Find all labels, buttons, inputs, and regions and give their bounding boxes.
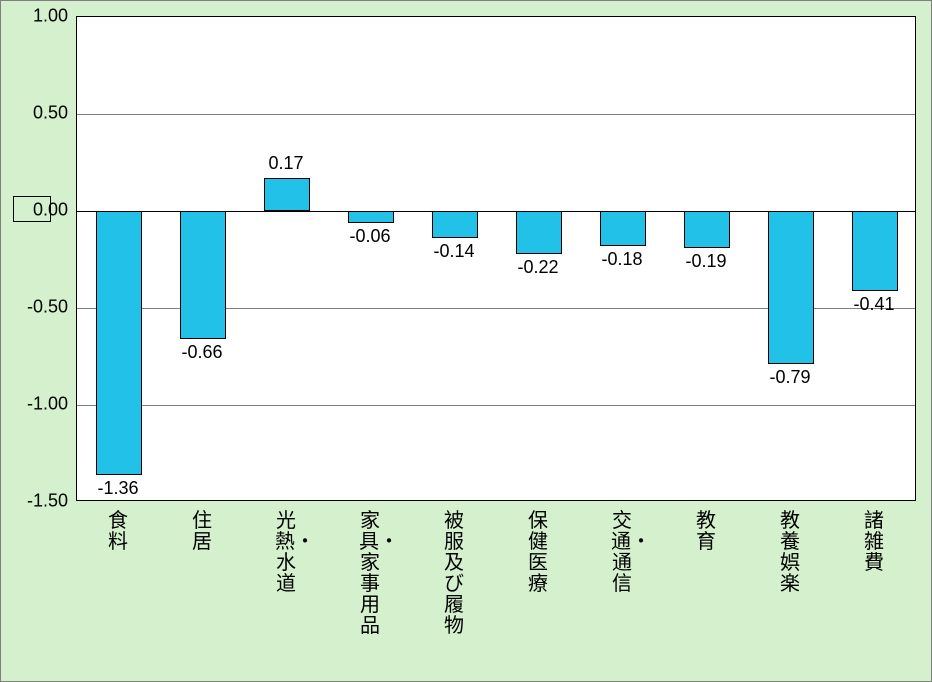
xtick-label: 諸雑費	[863, 511, 885, 574]
xtick-label: 教養娯楽	[779, 511, 801, 595]
data-label: -1.36	[97, 478, 138, 499]
chart-container: 1.00 0.50 0.00 -0.50 -1.00 -1.50 -1.36 食料 -0.66 住…	[0, 0, 932, 682]
xtick-label: 交通・通信	[611, 511, 633, 595]
bar	[768, 211, 814, 364]
bar	[852, 211, 898, 291]
data-label: -0.18	[601, 249, 642, 270]
data-label: -0.66	[181, 342, 222, 363]
xtick-label: 光熱・水道	[275, 511, 297, 595]
bar	[96, 211, 142, 475]
bar	[600, 211, 646, 246]
ytick-label: -1.00	[8, 394, 68, 415]
gridline	[77, 114, 915, 115]
data-label: -0.41	[853, 294, 894, 315]
data-label: 0.17	[268, 153, 303, 174]
xtick-label: 保健医療	[527, 511, 549, 595]
bar	[180, 211, 226, 339]
ytick-label: -0.50	[8, 297, 68, 318]
gridline	[77, 405, 915, 406]
ytick-label: 0.00	[8, 200, 68, 221]
ytick-label: 0.50	[8, 103, 68, 124]
bar	[348, 211, 394, 223]
xtick-label: 食料	[107, 511, 129, 553]
data-label: -0.06	[349, 226, 390, 247]
data-label: -0.22	[517, 257, 558, 278]
data-label: -0.79	[769, 367, 810, 388]
data-label: -0.14	[433, 241, 474, 262]
ytick-label: -1.50	[8, 491, 68, 512]
bar	[516, 211, 562, 254]
bar	[684, 211, 730, 248]
xtick-label: 家具・家事用品	[359, 511, 381, 637]
data-label: -0.19	[685, 251, 726, 272]
bar	[264, 178, 310, 211]
bar	[432, 211, 478, 238]
xtick-label: 住居	[191, 511, 213, 553]
plot-area	[76, 16, 916, 501]
ytick-label: 1.00	[8, 6, 68, 27]
xtick-label: 被服及び履物	[443, 511, 465, 637]
xtick-label: 教育	[695, 511, 717, 553]
